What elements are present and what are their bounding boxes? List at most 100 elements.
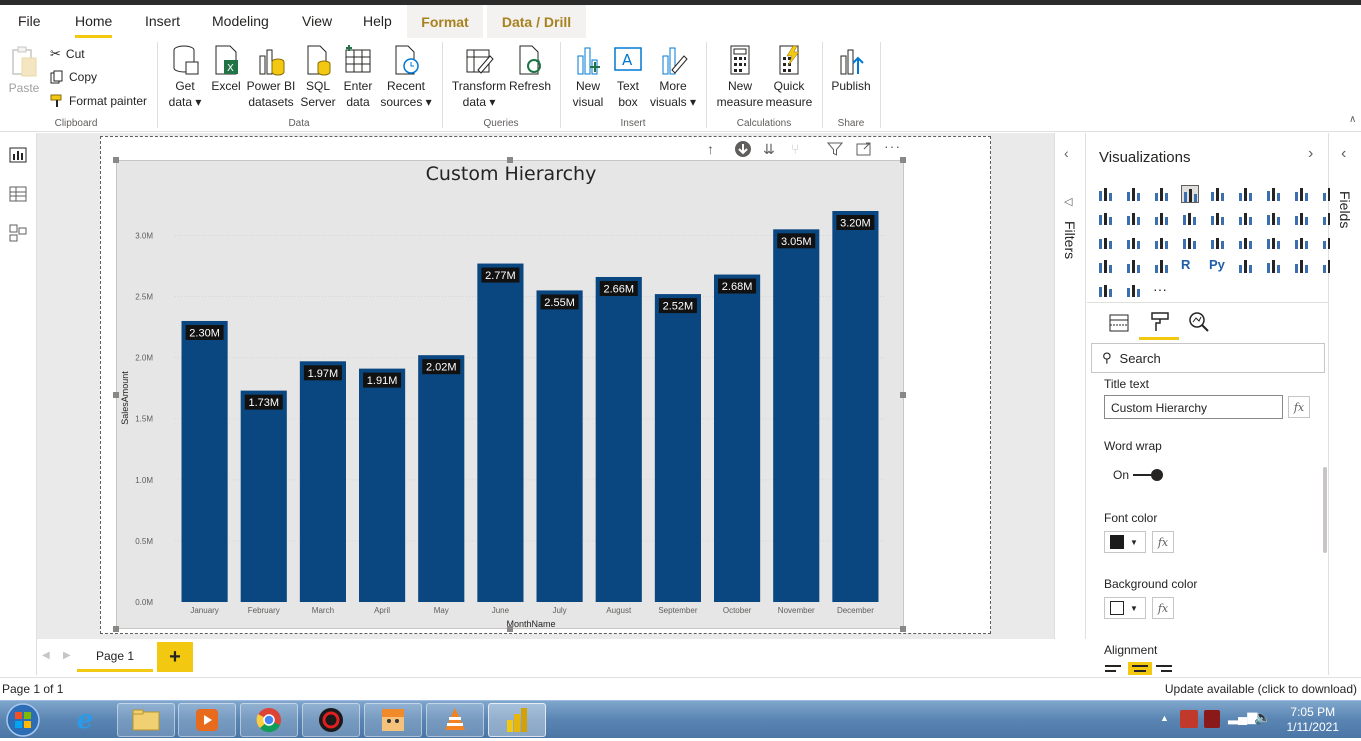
- publish-button[interactable]: Publish: [828, 44, 874, 94]
- tab-format[interactable]: Format: [407, 5, 483, 38]
- tab-help[interactable]: Help: [363, 13, 392, 29]
- title-fx-button[interactable]: fx: [1288, 396, 1310, 418]
- visual-type-icon[interactable]: [1209, 185, 1227, 203]
- more-visuals-button[interactable]: More visuals ▾: [646, 44, 700, 110]
- tray-app-icon[interactable]: [1204, 710, 1220, 728]
- chevron-left-icon[interactable]: ‹: [1341, 145, 1347, 162]
- expand-hierarchy-icon[interactable]: ⑂: [791, 141, 800, 157]
- visual-type-icon[interactable]: [1097, 257, 1115, 275]
- cartoon-app-taskbar[interactable]: [364, 703, 422, 737]
- more-options-icon[interactable]: ···: [884, 138, 901, 154]
- visual-type-icon[interactable]: [1265, 209, 1283, 227]
- resize-handle[interactable]: [113, 626, 119, 632]
- visual-type-icon[interactable]: [1181, 185, 1199, 203]
- tab-view[interactable]: View: [302, 13, 333, 29]
- visual-type-icon[interactable]: [1293, 233, 1311, 251]
- visual-type-icon[interactable]: [1153, 185, 1171, 203]
- cut-button[interactable]: ✂ Cut: [50, 46, 85, 62]
- text-box-button[interactable]: A Text box: [610, 44, 646, 110]
- visual-type-icon[interactable]: [1237, 257, 1255, 275]
- visual-type-icon[interactable]: [1125, 209, 1143, 227]
- transform-data-button[interactable]: Transform data ▾: [450, 44, 508, 110]
- fields-well-icon[interactable]: [1109, 313, 1129, 333]
- bar[interactable]: [773, 229, 820, 602]
- tab-modeling[interactable]: Modeling: [212, 13, 269, 29]
- start-button[interactable]: [4, 702, 42, 738]
- enter-data-button[interactable]: Enter data: [340, 44, 376, 110]
- tab-data-drill[interactable]: Data / Drill: [487, 5, 586, 38]
- show-hidden-icons[interactable]: ▲: [1160, 713, 1169, 723]
- visual-type-icon[interactable]: [1209, 233, 1227, 251]
- visual-type-icon[interactable]: [1153, 233, 1171, 251]
- visual-type-icon[interactable]: [1237, 209, 1255, 227]
- get-data-button[interactable]: Get data ▾: [163, 44, 207, 110]
- focus-mode-icon[interactable]: [856, 141, 872, 160]
- bar[interactable]: [595, 276, 642, 602]
- resize-handle[interactable]: [900, 626, 906, 632]
- more-visuals-icon[interactable]: ···: [1153, 281, 1167, 297]
- bar[interactable]: [714, 274, 761, 602]
- page-tab-1[interactable]: Page 1: [77, 642, 153, 672]
- visual-type-icon[interactable]: [1237, 185, 1255, 203]
- word-wrap-toggle[interactable]: [1133, 474, 1161, 476]
- title-text-field[interactable]: Custom Hierarchy: [1104, 395, 1283, 419]
- bar[interactable]: [299, 361, 346, 602]
- bar[interactable]: [359, 368, 406, 602]
- visual-type-icon[interactable]: [1293, 209, 1311, 227]
- recent-sources-button[interactable]: Recent sources ▾: [378, 44, 434, 110]
- visual-type-icon[interactable]: [1293, 257, 1311, 275]
- visual-type-icon[interactable]: [1265, 185, 1283, 203]
- tab-file[interactable]: File: [18, 13, 41, 29]
- visual-type-icon[interactable]: [1265, 233, 1283, 251]
- bar[interactable]: [654, 294, 701, 602]
- network-icon[interactable]: ▂▄▆: [1228, 709, 1258, 724]
- app-taskbar[interactable]: [302, 703, 360, 737]
- visual-type-icon[interactable]: [1125, 281, 1143, 299]
- security-tray-icon[interactable]: [1180, 710, 1198, 728]
- power-bi-taskbar[interactable]: [488, 703, 546, 737]
- paste-button[interactable]: Paste: [8, 44, 40, 96]
- chrome-taskbar[interactable]: [240, 703, 298, 737]
- update-available-link[interactable]: Update available (click to download): [1164, 682, 1357, 696]
- search-input[interactable]: ⚲ Search: [1091, 343, 1325, 373]
- power-bi-datasets-button[interactable]: Power BI datasets: [245, 44, 297, 110]
- format-paint-roller-icon[interactable]: [1149, 311, 1171, 333]
- visual-type-icon[interactable]: [1125, 185, 1143, 203]
- media-player-taskbar[interactable]: [178, 703, 236, 737]
- tab-insert[interactable]: Insert: [145, 13, 181, 29]
- resize-handle[interactable]: [113, 392, 119, 398]
- vlc-taskbar[interactable]: [426, 703, 484, 737]
- visual-type-icon[interactable]: [1237, 233, 1255, 251]
- prev-page-icon[interactable]: ◀: [42, 650, 50, 661]
- visual-type-icon[interactable]: [1293, 185, 1311, 203]
- visual-type-icon[interactable]: [1125, 233, 1143, 251]
- copy-button[interactable]: Copy: [50, 70, 97, 84]
- bar[interactable]: [477, 263, 524, 602]
- visual-type-icon[interactable]: [1265, 257, 1283, 275]
- visual-type-icon[interactable]: [1097, 281, 1115, 299]
- filter-icon[interactable]: [826, 141, 844, 160]
- visual-type-icon[interactable]: [1153, 257, 1171, 275]
- visual-type-icon[interactable]: [1209, 209, 1227, 227]
- new-measure-button[interactable]: New measure: [714, 44, 766, 110]
- collapse-ribbon-icon[interactable]: ∧: [1349, 114, 1357, 125]
- add-page-button[interactable]: +: [157, 642, 193, 672]
- bar[interactable]: [181, 320, 228, 602]
- background-color-picker[interactable]: ▼: [1104, 597, 1146, 619]
- format-painter-button[interactable]: Format painter: [50, 94, 147, 108]
- analytics-magnifier-icon[interactable]: [1188, 311, 1210, 333]
- refresh-button[interactable]: Refresh: [508, 44, 552, 94]
- resize-handle[interactable]: [507, 626, 513, 632]
- data-view-icon[interactable]: [8, 184, 28, 204]
- python-visual-icon[interactable]: Py: [1209, 257, 1225, 272]
- excel-button[interactable]: X Excel: [209, 44, 243, 94]
- visual-type-icon[interactable]: [1125, 257, 1143, 275]
- chevron-right-icon[interactable]: ›: [1308, 145, 1314, 162]
- font-color-fx-button[interactable]: fx: [1152, 531, 1174, 553]
- drill-down-toggle-icon[interactable]: [734, 140, 752, 161]
- chart-visual[interactable]: Custom Hierarchy 0.0M 0.5M 1.0M 1.5M 2.0M 2.5…: [116, 160, 904, 629]
- visual-type-icon[interactable]: [1181, 233, 1199, 251]
- pane-scrollbar[interactable]: [1323, 467, 1327, 553]
- resize-handle[interactable]: [507, 157, 513, 163]
- alignment-buttons[interactable]: [1104, 661, 1174, 675]
